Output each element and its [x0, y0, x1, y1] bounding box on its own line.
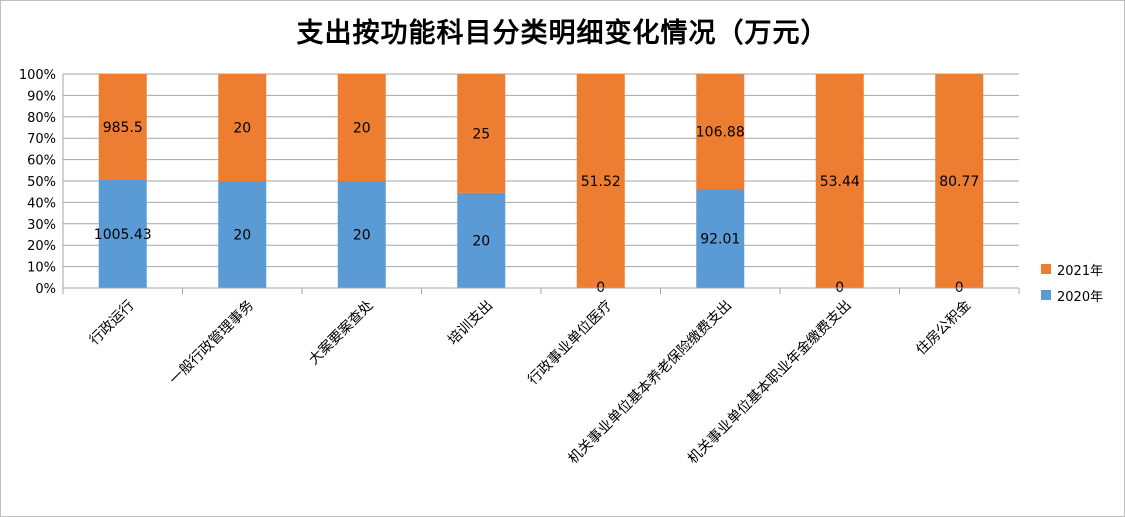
y-tick-label: 50% [27, 175, 56, 190]
y-tick-label: 30% [27, 218, 56, 233]
y-tick-label: 90% [27, 89, 56, 104]
legend-label-2021: 2021年 [1057, 263, 1104, 279]
data-label-2021: 53.44 [820, 174, 860, 190]
data-label-2021: 985.5 [103, 120, 143, 136]
bars [98, 74, 984, 288]
bar-2021 [457, 74, 506, 193]
data-label-2020: 20 [233, 228, 251, 244]
y-tick-label: 70% [27, 132, 56, 147]
data-label-2021: 20 [353, 121, 371, 137]
legend-item-2021: 2021年 [1041, 256, 1103, 282]
y-axis-ticks: 0% 10% 20% 30% 40% 50% 60% 70% 80% 90% 100% [19, 68, 56, 297]
legend-swatch-2021 [1041, 264, 1051, 274]
x-tick-label: 一般行政管理事务 [167, 298, 258, 389]
data-label-2020: 20 [472, 233, 490, 249]
bar-2020 [218, 181, 267, 288]
chart-title: 支出按功能科目分类明细变化情况（万元） [296, 18, 829, 49]
y-tick-label: 60% [27, 154, 56, 169]
y-tick-label: 0% [35, 282, 56, 297]
bar-2020 [457, 192, 506, 288]
legend-item-2020: 2020年 [1041, 282, 1103, 308]
data-label-2021: 80.77 [939, 174, 979, 190]
bar-2020 [337, 181, 386, 288]
data-label-2021: 51.52 [581, 174, 621, 190]
data-label-2020: 92.01 [700, 231, 740, 247]
x-tick-label: 大案要案查处 [305, 297, 376, 368]
x-tick-label: 培训支出 [445, 298, 496, 349]
y-tick-label: 100% [19, 68, 56, 83]
y-tick-label: 80% [27, 111, 56, 126]
y-tick-label: 20% [27, 239, 56, 254]
y-tick-label: 10% [27, 261, 56, 276]
bar-2021 [576, 74, 625, 288]
data-label-2021: 106.88 [696, 124, 745, 140]
data-label-2020: 20 [353, 228, 371, 244]
legend: 2021年 2020年 [1041, 256, 1103, 308]
bar-2021 [98, 74, 147, 180]
x-axis-ticks: 行政运行 一般行政管理事务 大案要案查处 培训支出 行政事业单位医疗机关事业单位基本养老… [63, 287, 1019, 467]
x-tick-label: 行政运行 [87, 298, 138, 349]
legend-label-2020: 2020年 [1057, 289, 1104, 305]
bar-2021 [696, 74, 745, 189]
legend-swatch-2020 [1041, 290, 1051, 300]
bar-2021 [218, 74, 267, 181]
bar-2021 [935, 74, 984, 288]
data-label-2021: 25 [472, 126, 490, 142]
x-tick-label: 行政事业单位医疗 [525, 298, 616, 389]
bar-2021 [337, 74, 386, 181]
data-label-2020: 1005.43 [94, 227, 152, 243]
bar-2021 [815, 74, 864, 288]
data-label-2021: 20 [233, 121, 251, 137]
y-tick-label: 40% [27, 196, 56, 211]
bar-2020 [696, 188, 745, 288]
x-tick-label: 住房公积金 [913, 298, 974, 359]
bar-2020 [98, 179, 147, 288]
gridlines [62, 73, 1020, 294]
